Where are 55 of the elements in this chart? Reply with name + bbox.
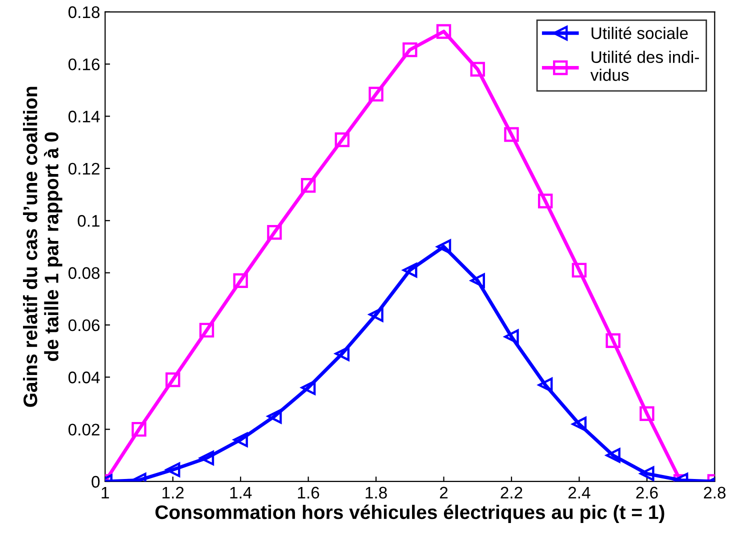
point xyxy=(334,346,350,362)
point xyxy=(199,450,214,466)
y-tick-label: 0.1 xyxy=(78,215,100,227)
point xyxy=(368,86,384,102)
point xyxy=(572,262,587,278)
x-tick-label: 1 xyxy=(102,486,109,498)
point xyxy=(606,333,620,348)
y-tick-label: 0.04 xyxy=(68,372,100,384)
point xyxy=(233,432,248,448)
x-tick-label: 1.2 xyxy=(162,486,184,498)
point xyxy=(640,406,654,422)
y-tick-label: 0.08 xyxy=(68,267,100,279)
legend-label: Utilité sociale xyxy=(592,26,688,40)
point xyxy=(436,24,452,39)
y-tick-label: 0.18 xyxy=(68,6,100,18)
x-tick-label: 1.8 xyxy=(366,486,387,499)
x-tick-label: 1.6 xyxy=(298,486,320,499)
point xyxy=(300,380,316,395)
y-tick-label: 0.14 xyxy=(68,110,100,122)
point xyxy=(165,462,180,478)
point xyxy=(504,329,519,344)
legend-label: Utilité des indi- vidus xyxy=(590,50,699,81)
x-tick-label: 2.8 xyxy=(704,486,726,499)
point xyxy=(368,307,384,322)
point xyxy=(334,132,350,148)
x-axis-title: Consommation hors véhicules électriques au pic (t = 1) xyxy=(155,504,664,523)
point xyxy=(640,466,654,482)
point xyxy=(300,178,316,193)
point xyxy=(606,448,620,463)
y-tick-label: 0.16 xyxy=(68,58,100,70)
y-tick-label: 0.06 xyxy=(68,319,100,332)
point xyxy=(165,372,180,388)
point xyxy=(199,322,214,338)
x-tick-label: 2.6 xyxy=(636,486,658,499)
x-tick-label: 2 xyxy=(440,486,448,498)
point xyxy=(233,273,248,288)
point xyxy=(572,416,587,432)
point xyxy=(402,262,418,278)
point xyxy=(538,378,553,392)
point xyxy=(267,224,282,240)
point xyxy=(436,239,452,254)
point xyxy=(470,273,485,288)
point xyxy=(470,62,485,77)
point xyxy=(538,194,553,208)
x-tick-label: 2.4 xyxy=(568,486,590,498)
point xyxy=(504,127,519,142)
point xyxy=(132,422,146,437)
y-tick-label: 0.12 xyxy=(68,162,100,175)
x-tick-label: 1.4 xyxy=(230,486,252,498)
x-tick-label: 2.2 xyxy=(500,486,522,498)
y-tick-label: 0 xyxy=(92,476,100,488)
point xyxy=(267,408,282,424)
y-tick-label: 0.02 xyxy=(68,424,100,436)
point xyxy=(402,42,418,58)
y-axis-title: Gains relatif du cas d’une coalition de taille 1 par rapport à 0 xyxy=(22,86,62,407)
